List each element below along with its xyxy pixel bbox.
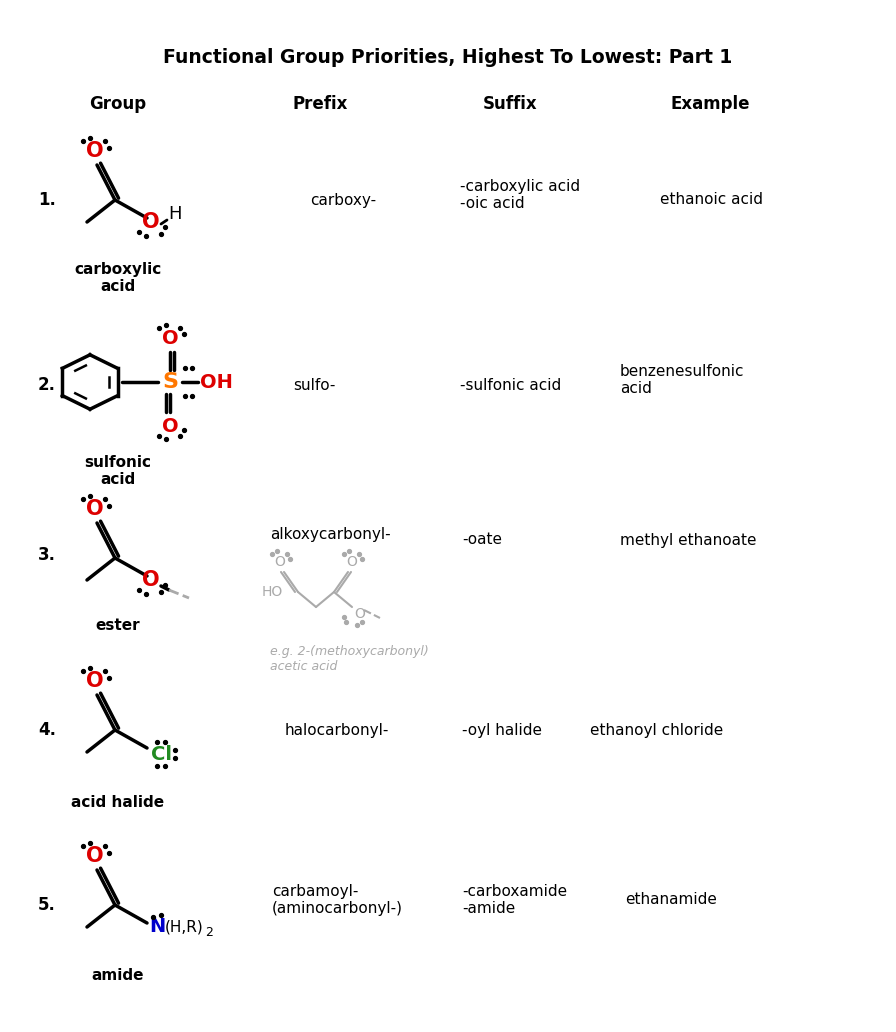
Text: 3.: 3. (38, 546, 56, 565)
Text: sulfonic
acid: sulfonic acid (84, 455, 151, 487)
Text: O: O (142, 212, 159, 232)
Text: N: N (149, 917, 165, 936)
Text: O: O (354, 607, 365, 621)
Text: ethanoic acid: ethanoic acid (660, 193, 763, 207)
Text: ethanoyl chloride: ethanoyl chloride (590, 722, 723, 738)
Text: O: O (274, 555, 286, 569)
Text: Suffix: Suffix (483, 95, 538, 112)
Text: 2: 2 (205, 927, 213, 939)
Text: amide: amide (91, 968, 144, 983)
Text: 1.: 1. (38, 191, 56, 209)
Text: 2.: 2. (38, 376, 56, 394)
Text: e.g. 2-(methoxycarbonyl)
acetic acid: e.g. 2-(methoxycarbonyl) acetic acid (270, 645, 429, 673)
Text: O: O (86, 499, 104, 519)
Text: -oate: -oate (462, 533, 502, 548)
Text: 5.: 5. (38, 896, 56, 914)
Text: Prefix: Prefix (292, 95, 348, 112)
Text: alkoxycarbonyl-: alkoxycarbonyl- (270, 527, 391, 543)
Text: Functional Group Priorities, Highest To Lowest: Part 1: Functional Group Priorities, Highest To … (163, 49, 733, 67)
Text: halocarbonyl-: halocarbonyl- (285, 722, 390, 738)
Text: O: O (86, 671, 104, 691)
Text: O: O (161, 328, 178, 348)
Text: carboxylic
acid: carboxylic acid (74, 262, 161, 294)
Text: ester: ester (96, 618, 141, 633)
Text: O: O (347, 555, 358, 569)
Text: acid halide: acid halide (72, 795, 165, 810)
Text: OH: OH (200, 373, 233, 391)
Text: ethanamide: ethanamide (625, 893, 717, 907)
Text: (H,R): (H,R) (165, 920, 203, 935)
Text: HO: HO (262, 585, 283, 599)
Text: sulfo-: sulfo- (293, 378, 335, 392)
Text: methyl ethanoate: methyl ethanoate (620, 533, 756, 548)
Text: H: H (168, 205, 182, 223)
Text: benzenesulfonic
acid: benzenesulfonic acid (620, 364, 745, 396)
Text: carboxy-: carboxy- (310, 193, 376, 207)
Text: -carboxamide
-amide: -carboxamide -amide (462, 883, 567, 916)
Text: O: O (161, 417, 178, 436)
Text: carbamoyl-
(aminocarbonyl-): carbamoyl- (aminocarbonyl-) (272, 883, 403, 916)
Text: -oyl halide: -oyl halide (462, 722, 542, 738)
Text: O: O (86, 846, 104, 866)
Text: S: S (162, 372, 178, 392)
Text: O: O (142, 570, 159, 590)
Text: Cl: Cl (151, 744, 172, 764)
Text: -sulfonic acid: -sulfonic acid (460, 378, 561, 392)
Text: Example: Example (670, 95, 750, 112)
Text: 4.: 4. (38, 721, 56, 739)
Text: -carboxylic acid
-oic acid: -carboxylic acid -oic acid (460, 179, 580, 212)
Text: Group: Group (90, 95, 147, 112)
Text: O: O (86, 141, 104, 161)
